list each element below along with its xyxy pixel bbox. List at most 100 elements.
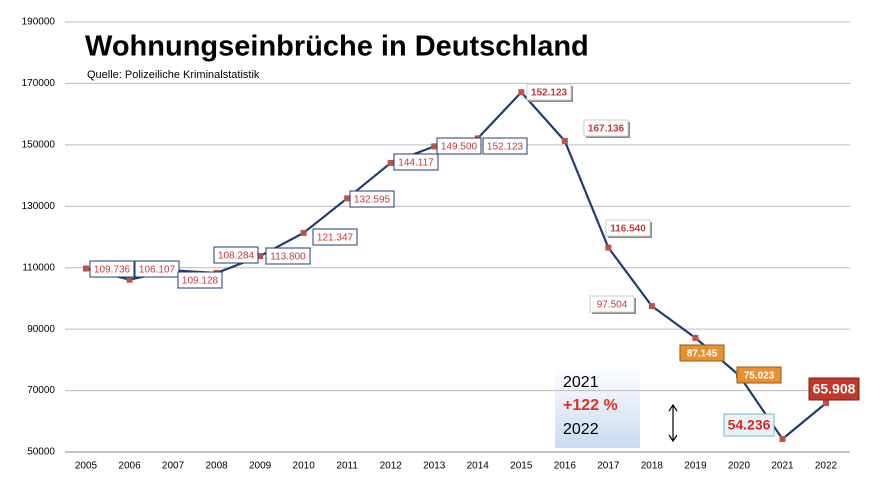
label-text: 54.236 <box>728 417 771 433</box>
x-tick-label: 2018 <box>641 461 664 472</box>
y-tick-label: 50000 <box>27 447 55 458</box>
x-tick-label: 2009 <box>249 461 272 472</box>
marker <box>605 244 612 251</box>
label-text: 97.504 <box>597 300 628 311</box>
x-tick-label: 2019 <box>684 461 707 472</box>
x-tick-label: 2012 <box>380 461 403 472</box>
x-tick-label: 2008 <box>205 461 228 472</box>
label-text: 109.128 <box>182 276 219 287</box>
y-tick-label: 190000 <box>22 17 56 28</box>
label-text: 149.500 <box>441 142 478 153</box>
label-text: 152.123 <box>531 88 568 99</box>
label-box <box>89 260 135 278</box>
label-box <box>213 246 259 264</box>
label-text: 106.107 <box>139 265 176 276</box>
marker <box>126 276 133 283</box>
x-tick-label: 2005 <box>75 461 98 472</box>
chart-subtitle: Quelle: Polizeiliche Kriminalstatistik <box>87 69 260 81</box>
label-text: 75.023 <box>744 371 775 382</box>
data-label: 113.800 <box>265 247 311 265</box>
label-text: 87.145 <box>687 349 718 360</box>
x-tick-label: 2017 <box>597 461 620 472</box>
label-text: 108.284 <box>218 251 255 262</box>
marker <box>83 265 89 272</box>
x-tick-label: 2006 <box>118 461 141 472</box>
arrow <box>668 403 678 443</box>
data-label: 116.540 <box>605 219 652 238</box>
data-label: 109.128 <box>177 271 223 289</box>
label-text: 167.136 <box>588 124 625 135</box>
label-box <box>736 366 782 384</box>
x-tick-label: 2014 <box>467 461 490 472</box>
marker <box>779 435 786 442</box>
x-tick-label: 2022 <box>815 461 838 472</box>
label-box <box>583 119 629 137</box>
inset-text: +122 % <box>563 397 618 414</box>
label-box <box>312 228 358 246</box>
label-box <box>393 153 439 171</box>
x-tick-label: 2020 <box>728 461 751 472</box>
data-label: 97.504 <box>589 295 636 314</box>
y-tick-label: 170000 <box>22 78 56 89</box>
data-label: 144.117 <box>393 153 439 171</box>
label-box <box>526 83 572 101</box>
marker <box>823 400 829 407</box>
label-text: 109.736 <box>94 265 131 276</box>
data-label: 65.908 <box>808 377 860 401</box>
inset-text: 2021 <box>563 374 599 391</box>
label-box <box>134 260 180 278</box>
inset-text: 2022 <box>563 421 599 438</box>
marker <box>561 137 568 144</box>
x-tick-label: 2021 <box>771 461 794 472</box>
data-label: 121.347 <box>312 228 358 246</box>
data-label: 109.736 <box>89 260 135 278</box>
label-text: 144.117 <box>398 158 434 169</box>
data-label: 149.500 <box>436 137 482 155</box>
label-text: 121.347 <box>317 233 354 244</box>
y-tick-label: 130000 <box>22 201 56 212</box>
inset-box <box>555 366 640 448</box>
data-label: 167.136 <box>583 119 630 138</box>
data-label: 152.123 <box>526 83 573 102</box>
label-text: 152.123 <box>487 142 524 153</box>
y-tick-label: 150000 <box>22 139 56 150</box>
data-label: 54.236 <box>723 413 775 437</box>
data-label: 106.107 <box>134 260 180 278</box>
label-box <box>349 190 395 208</box>
x-tick-label: 2016 <box>554 461 577 472</box>
x-tick-label: 2010 <box>293 461 316 472</box>
label-box <box>482 137 528 155</box>
marker <box>648 303 655 310</box>
y-tick-label: 110000 <box>22 262 55 273</box>
label-box <box>589 295 635 313</box>
label-box <box>808 377 860 401</box>
x-tick-label: 2011 <box>336 461 358 472</box>
label-box <box>723 413 775 437</box>
data-label: 75.023 <box>736 366 782 384</box>
marker <box>431 143 438 150</box>
label-box <box>679 344 725 362</box>
label-text: 132.595 <box>354 195 391 206</box>
data-label: 152.123 <box>482 137 528 155</box>
x-tick-label: 2013 <box>423 461 446 472</box>
data-label: 87.145 <box>679 344 725 362</box>
label-box <box>177 271 223 289</box>
y-tick-label: 90000 <box>27 324 55 335</box>
data-label: 108.284 <box>213 246 259 264</box>
label-box <box>605 219 651 237</box>
x-tick-label: 2007 <box>162 461 185 472</box>
marker <box>387 159 394 166</box>
marker <box>692 334 699 341</box>
label-text: 116.540 <box>610 224 646 235</box>
marker <box>344 195 351 202</box>
x-tick-label: 2015 <box>510 461 533 472</box>
marker <box>300 229 307 236</box>
marker <box>257 253 264 260</box>
chart-title: Wohnungseinbrüche in Deutschland <box>85 31 589 63</box>
data-label: 132.595 <box>349 190 395 208</box>
y-tick-label: 70000 <box>27 385 55 396</box>
label-box <box>265 247 311 265</box>
marker <box>518 89 525 96</box>
label-text: 65.908 <box>813 381 856 397</box>
